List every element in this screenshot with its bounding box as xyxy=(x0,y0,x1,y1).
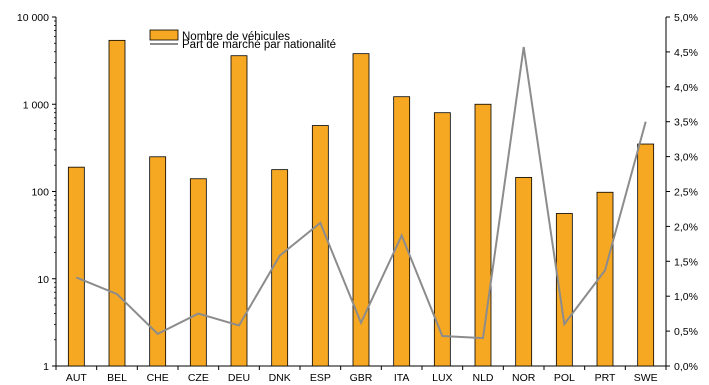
left-tick-label: 100 xyxy=(31,187,49,199)
right-tick-label: 1,5% xyxy=(674,256,698,268)
bar xyxy=(433,112,451,367)
bar xyxy=(474,103,492,367)
bar xyxy=(311,125,329,367)
left-tick-label: 1 xyxy=(43,361,49,373)
right-tick-label: 2,5% xyxy=(674,187,698,199)
x-tick-label: DNK xyxy=(269,372,291,384)
right-tick-label: 5,0% xyxy=(674,12,698,24)
right-tick-label: 4,0% xyxy=(674,82,698,94)
line-series xyxy=(75,46,647,340)
x-tick-label: NOR xyxy=(512,372,536,384)
bar xyxy=(189,178,207,367)
left-axis-ticks: 1 10 100 1 000 10 000 xyxy=(17,12,56,373)
right-tick-label: 3,0% xyxy=(674,152,698,164)
x-tick-label: AUT xyxy=(66,372,88,384)
left-tick-label: 10 xyxy=(37,274,49,286)
bar xyxy=(149,156,167,367)
legend-bar-label: Nombre de véhicules xyxy=(182,31,290,43)
x-tick-label: CHE xyxy=(147,372,169,384)
bar xyxy=(596,191,614,367)
x-axis-ticks: AUT BEL CHE CZE DEU DNK ESP GBR ITA LUX NLD NOR POL P… xyxy=(55,366,667,384)
bar xyxy=(555,213,573,367)
x-tick-label: DEU xyxy=(228,372,250,384)
x-tick-label: PRT xyxy=(595,372,616,384)
right-tick-label: 3,5% xyxy=(674,117,698,129)
x-tick-label: ESP xyxy=(310,372,331,384)
bar xyxy=(67,166,85,367)
market-share-line xyxy=(75,46,647,340)
right-tick-label: 0,5% xyxy=(674,326,698,338)
x-tick-label: LUX xyxy=(432,372,452,384)
x-tick-label: POL xyxy=(554,372,575,384)
bar-series xyxy=(67,39,655,367)
x-tick-label: ITA xyxy=(394,372,410,384)
bar xyxy=(393,96,411,367)
left-tick-label: 1 000 xyxy=(23,99,49,111)
bar xyxy=(637,143,655,367)
x-tick-label: GBR xyxy=(350,372,373,384)
bar xyxy=(271,169,289,367)
x-tick-label: NLD xyxy=(472,372,493,384)
bar xyxy=(108,39,126,367)
x-tick-label: CZE xyxy=(188,372,209,384)
bar xyxy=(352,53,370,367)
right-tick-label: 0,0% xyxy=(674,361,698,373)
right-axis-ticks: 0,0% 0,5% 1,0% 1,5% 2,0% 2,5% 3,0% 3,5% 4,0% 4,5%… xyxy=(666,12,698,373)
x-tick-label: BEL xyxy=(107,372,127,384)
bar xyxy=(230,55,248,367)
right-tick-label: 4,5% xyxy=(674,47,698,59)
right-tick-label: 1,0% xyxy=(674,291,698,303)
legend-line-label: Part de marché par nationalité xyxy=(182,39,336,51)
x-tick-label: SWE xyxy=(634,372,658,384)
left-tick-label: 10 000 xyxy=(17,12,49,24)
bar xyxy=(515,177,533,367)
legend-bar-swatch xyxy=(149,29,179,41)
legend: Nombre de véhicules Part de marché par n… xyxy=(149,29,336,51)
right-tick-label: 2,0% xyxy=(674,221,698,233)
